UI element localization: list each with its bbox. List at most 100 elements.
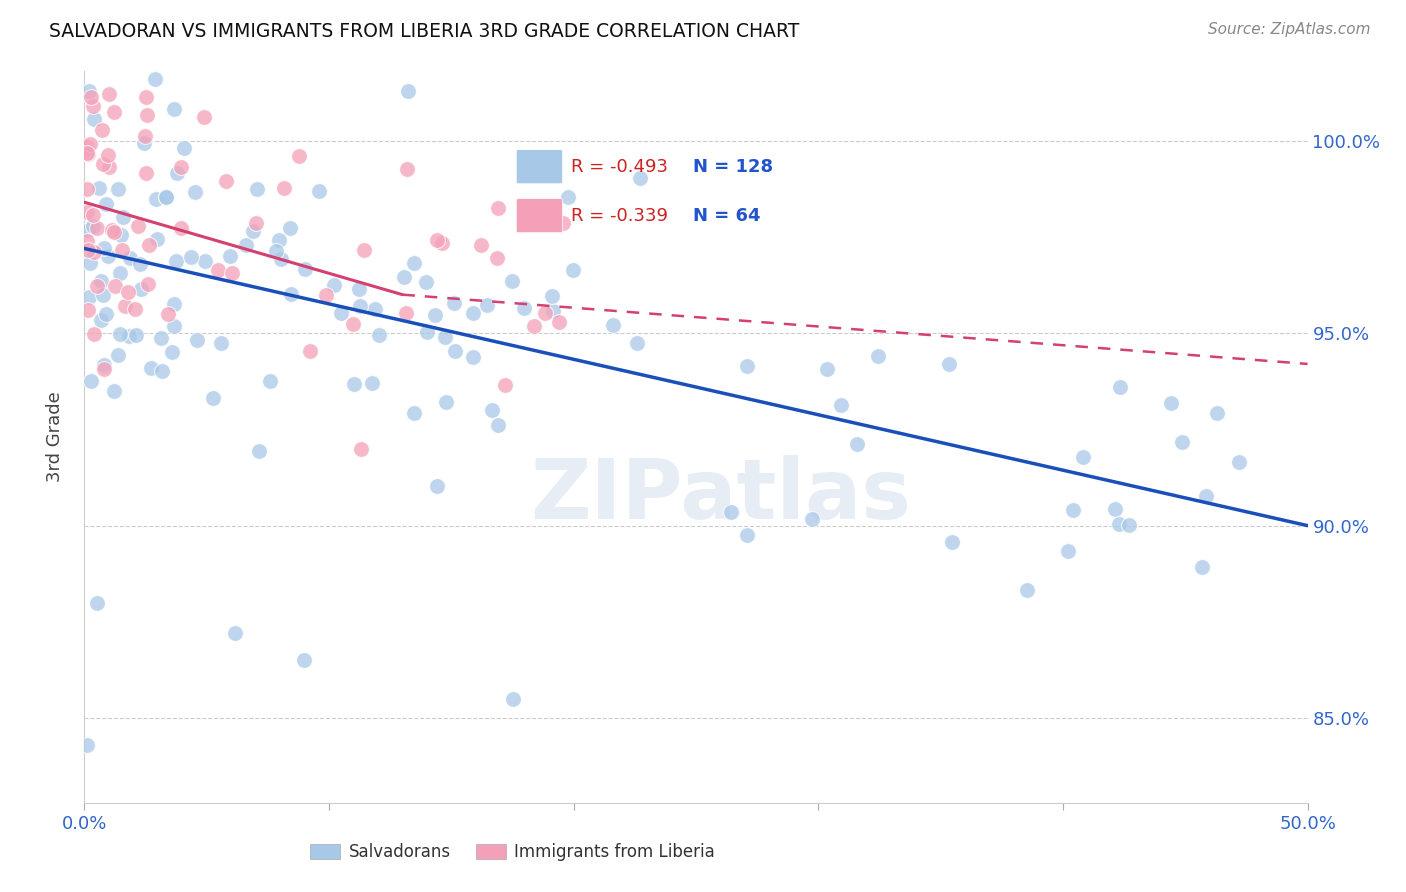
- Point: [361, 376, 384, 391]
- Point: [548, 315, 571, 329]
- Point: [77, 303, 100, 318]
- Point: [77, 290, 100, 304]
- Point: [245, 216, 267, 230]
- Point: [165, 253, 187, 268]
- Point: [294, 262, 316, 277]
- Point: [938, 357, 960, 371]
- Point: [396, 84, 419, 98]
- Point: [193, 111, 215, 125]
- Point: [90, 313, 112, 327]
- Point: [1108, 380, 1130, 394]
- Point: [138, 238, 160, 252]
- Point: [845, 436, 868, 450]
- Point: [117, 285, 139, 299]
- Point: [141, 360, 163, 375]
- Point: [735, 528, 758, 542]
- Point: [184, 185, 207, 199]
- Point: [396, 162, 419, 177]
- Point: [93, 358, 115, 372]
- Point: [163, 102, 186, 116]
- Point: [79, 137, 101, 152]
- Point: [93, 361, 115, 376]
- Point: [720, 504, 742, 518]
- Point: [194, 254, 217, 268]
- Point: [330, 306, 353, 320]
- Point: [343, 377, 366, 392]
- Point: [266, 244, 288, 259]
- Point: [135, 166, 157, 180]
- Point: [1118, 518, 1140, 533]
- Point: [104, 279, 127, 293]
- Point: [76, 145, 98, 160]
- Point: [76, 182, 98, 196]
- Point: [82, 219, 104, 233]
- Point: [267, 233, 290, 247]
- Point: [247, 443, 270, 458]
- Point: [166, 166, 188, 180]
- Point: [308, 184, 330, 198]
- Point: [433, 329, 456, 343]
- Point: [79, 256, 101, 270]
- Point: [180, 250, 202, 264]
- Point: [221, 266, 243, 280]
- Point: [626, 336, 648, 351]
- Point: [1171, 434, 1194, 449]
- Point: [103, 225, 125, 239]
- Point: [368, 328, 391, 343]
- Point: [475, 6, 498, 21]
- Point: [76, 234, 98, 248]
- Point: [127, 219, 149, 233]
- Point: [315, 288, 337, 302]
- Point: [91, 157, 114, 171]
- Point: [1160, 395, 1182, 409]
- Point: [97, 249, 120, 263]
- Point: [97, 160, 120, 174]
- Point: [108, 327, 131, 342]
- Point: [541, 304, 564, 318]
- Point: [86, 220, 108, 235]
- Point: [173, 141, 195, 155]
- Point: [107, 182, 129, 196]
- Point: [494, 378, 516, 392]
- Point: [160, 345, 183, 359]
- Point: [145, 192, 167, 206]
- Point: [322, 278, 344, 293]
- Point: [170, 161, 193, 175]
- Text: R = -0.339: R = -0.339: [571, 207, 668, 225]
- Point: [93, 37, 115, 52]
- Point: [534, 306, 557, 320]
- Point: [155, 190, 177, 204]
- Point: [77, 85, 100, 99]
- Point: [80, 374, 103, 388]
- Point: [107, 348, 129, 362]
- Point: [1104, 501, 1126, 516]
- FancyBboxPatch shape: [516, 150, 562, 184]
- Point: [125, 328, 148, 343]
- Point: [186, 334, 208, 348]
- Point: [103, 104, 125, 119]
- Point: [1063, 503, 1085, 517]
- Point: [280, 287, 302, 301]
- Point: [868, 349, 890, 363]
- Point: [434, 395, 457, 409]
- Point: [129, 282, 152, 296]
- Point: [77, 243, 100, 257]
- Point: [430, 235, 453, 250]
- Point: [347, 282, 370, 296]
- Point: [350, 442, 373, 456]
- Text: N = 128: N = 128: [693, 158, 773, 176]
- Point: [135, 108, 157, 122]
- Point: [209, 336, 232, 351]
- Point: [120, 252, 142, 266]
- Point: [170, 221, 193, 235]
- Point: [118, 328, 141, 343]
- Point: [1227, 455, 1250, 469]
- Point: [395, 306, 418, 320]
- Point: [76, 205, 98, 219]
- Point: [138, 277, 160, 291]
- Point: [1108, 516, 1130, 531]
- Point: [1015, 583, 1038, 598]
- Point: [202, 391, 225, 405]
- Point: [150, 364, 173, 378]
- Point: [86, 596, 108, 610]
